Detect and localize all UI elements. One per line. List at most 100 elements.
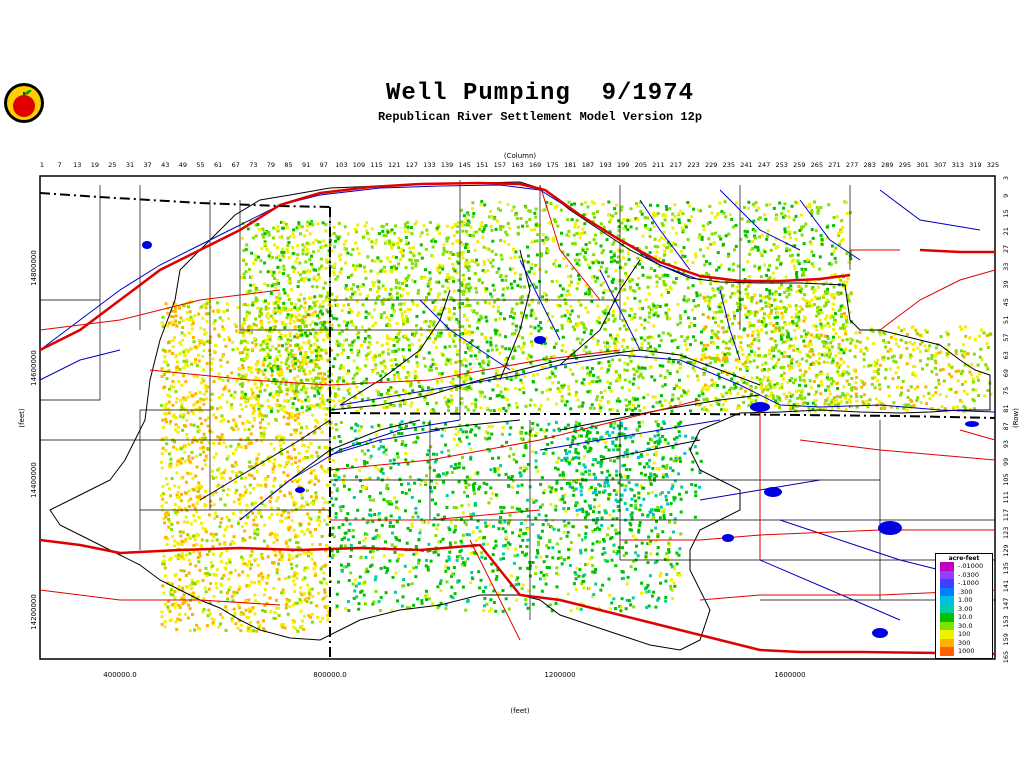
pumping-cell — [385, 315, 389, 319]
pumping-cell — [722, 242, 725, 246]
pumping-cell — [367, 327, 371, 331]
pumping-cell — [622, 339, 626, 343]
pumping-cell — [225, 515, 229, 519]
pumping-cell — [176, 491, 180, 494]
pumping-cell — [264, 307, 268, 311]
pumping-cell — [347, 311, 351, 315]
pumping-cell — [424, 319, 428, 323]
pumping-cell — [382, 297, 386, 301]
pumping-cell — [309, 552, 313, 556]
pumping-cell — [298, 345, 302, 349]
pumping-cell — [234, 324, 238, 328]
pumping-cell — [235, 329, 238, 333]
pumping-cell — [411, 389, 415, 393]
pumping-cell — [255, 386, 259, 390]
pumping-cell — [258, 348, 262, 352]
pumping-cell — [519, 217, 523, 220]
pumping-cell — [317, 515, 321, 519]
pumping-cell — [575, 390, 578, 394]
pumping-cell — [245, 584, 249, 588]
pumping-cell — [422, 356, 426, 360]
pumping-cell — [169, 384, 173, 388]
pumping-cell — [815, 328, 819, 332]
pumping-cell — [653, 244, 657, 248]
pumping-cell — [747, 219, 751, 223]
pumping-cell — [692, 360, 695, 364]
pumping-cell — [792, 258, 796, 262]
pumping-cell — [284, 323, 288, 326]
pumping-cell — [790, 204, 794, 208]
pumping-cell — [410, 266, 414, 270]
pumping-cell — [577, 299, 581, 303]
pumping-cell — [386, 334, 389, 338]
pumping-cell — [228, 586, 232, 589]
pumping-cell — [665, 288, 669, 292]
pumping-cell — [757, 339, 761, 343]
pumping-cell — [533, 211, 537, 215]
pumping-cell — [466, 211, 470, 215]
pumping-cell — [260, 370, 264, 374]
pumping-cell — [642, 396, 646, 400]
pumping-cell — [573, 328, 577, 331]
pumping-cell — [182, 359, 186, 363]
pumping-cell — [273, 535, 277, 539]
pumping-cell — [196, 425, 200, 429]
pumping-cell — [161, 446, 165, 450]
pumping-cell — [219, 436, 222, 440]
pumping-cell — [524, 404, 528, 408]
page-title: Well Pumping 9/1974 — [385, 80, 695, 107]
pumping-cell — [250, 441, 253, 445]
pumping-cell — [164, 349, 168, 353]
pumping-cell — [694, 255, 698, 259]
pumping-cell — [322, 596, 326, 600]
pumping-cell — [693, 369, 696, 373]
pumping-cell — [622, 348, 626, 352]
pumping-cell — [545, 247, 549, 251]
pumping-cell — [754, 399, 758, 403]
pumping-cell — [285, 597, 289, 601]
pumping-cell — [471, 330, 475, 334]
pumping-cell — [686, 238, 690, 242]
pumping-cell — [205, 457, 209, 461]
pumping-cell — [825, 225, 829, 229]
pumping-cell — [275, 228, 279, 231]
pumping-cell — [448, 334, 452, 338]
pumping-cell — [407, 274, 411, 278]
pumping-cell — [424, 299, 427, 303]
pumping-cell — [281, 509, 285, 513]
pumping-cell — [317, 346, 321, 350]
pumping-cell — [266, 574, 270, 578]
pumping-cell — [435, 334, 439, 338]
pumping-cell — [168, 395, 172, 399]
pumping-cell — [308, 323, 312, 327]
pumping-cell — [782, 235, 786, 239]
pumping-cell — [321, 394, 324, 398]
pumping-cell — [595, 395, 599, 399]
pumping-cell — [277, 606, 281, 610]
pumping-cell — [202, 303, 206, 307]
pumping-cell — [189, 423, 193, 427]
pumping-cell — [249, 625, 253, 629]
pumping-cell — [233, 390, 237, 394]
pumping-cell — [299, 232, 302, 236]
pumping-cell — [301, 355, 305, 359]
pumping-cell — [687, 298, 691, 302]
pumping-cell — [469, 225, 473, 229]
pumping-cell — [246, 348, 250, 352]
pumping-cell — [319, 381, 323, 385]
pumping-cell — [313, 335, 317, 339]
pumping-cell — [458, 332, 462, 336]
pumping-cell — [209, 504, 213, 508]
pumping-cell — [400, 312, 404, 316]
pumping-cell — [164, 412, 168, 416]
pumping-cell — [285, 392, 289, 396]
pumping-cell — [752, 359, 756, 363]
pumping-cell — [742, 380, 746, 384]
pumping-cell — [326, 310, 330, 314]
pumping-cell — [245, 310, 249, 314]
pumping-cell — [733, 248, 736, 252]
pumping-cell — [569, 280, 573, 284]
pumping-cell — [214, 532, 218, 536]
pumping-cell — [495, 329, 499, 333]
pumping-cell — [296, 308, 300, 312]
